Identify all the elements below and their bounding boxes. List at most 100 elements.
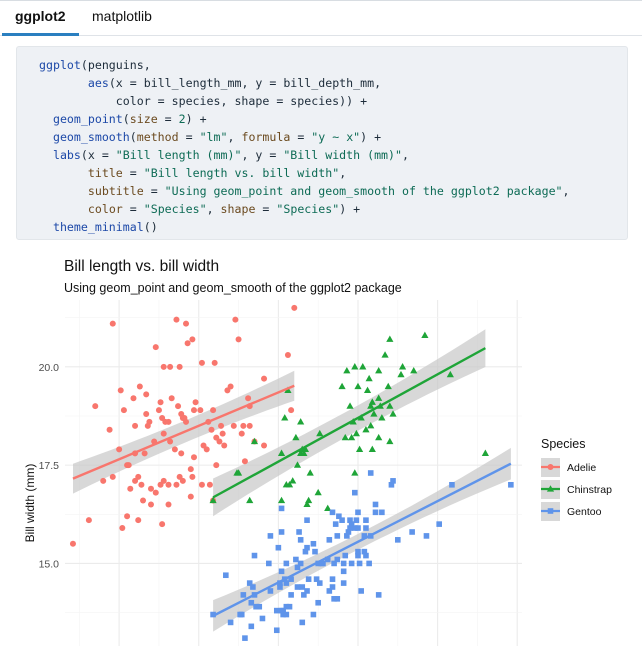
code-token: formula: [241, 130, 291, 144]
data-point-chinstrap: [277, 496, 286, 504]
data-point-gentoo: [293, 556, 299, 563]
data-point-chinstrap: [234, 469, 243, 476]
data-point-chinstrap: [386, 335, 394, 342]
data-point-adelie: [141, 450, 148, 457]
data-point-adelie: [203, 446, 210, 453]
regression-line: [212, 462, 512, 617]
data-point-gentoo: [352, 489, 358, 496]
data-point-adelie: [173, 316, 180, 323]
data-point-gentoo: [379, 509, 385, 516]
chart-container: Bill length vs. bill width Using geom_po…: [0, 250, 642, 646]
code-token: "Bill width (mm)": [283, 148, 402, 162]
data-point-gentoo: [508, 481, 514, 488]
data-point-adelie: [189, 473, 196, 480]
data-point-gentoo: [329, 576, 336, 582]
data-point-adelie: [211, 359, 218, 366]
data-point-gentoo: [409, 529, 415, 535]
data-point-adelie: [190, 454, 197, 461]
data-point-gentoo: [375, 592, 382, 598]
data-point-adelie: [227, 383, 234, 390]
data-point-chinstrap: [306, 469, 314, 476]
data-point-gentoo: [312, 548, 318, 555]
data-point-adelie: [218, 422, 225, 429]
data-point-chinstrap: [281, 414, 289, 421]
data-point-adelie: [245, 395, 252, 402]
tab-ggplot2[interactable]: ggplot2: [2, 1, 79, 36]
regression-line: [72, 384, 295, 480]
data-point-adelie: [208, 426, 215, 433]
data-point-gentoo: [347, 525, 353, 531]
data-point-adelie: [221, 442, 228, 449]
data-point-gentoo: [299, 619, 306, 626]
data-point-chinstrap: [384, 382, 392, 390]
data-point-adelie: [165, 481, 172, 488]
data-point-adelie: [238, 430, 245, 437]
data-point-gentoo: [329, 584, 336, 590]
data-point-gentoo: [342, 552, 349, 559]
code-token: method: [136, 130, 179, 144]
data-point-gentoo: [296, 529, 302, 535]
data-point-adelie: [178, 450, 185, 457]
data-point-chinstrap: [362, 425, 370, 433]
data-point-gentoo: [286, 603, 293, 610]
data-point-gentoo: [310, 611, 317, 618]
data-point-adelie: [206, 481, 213, 488]
data-point-gentoo: [390, 478, 396, 484]
axis-labels: 15.0 17.5 20.0 Bill width (mm): [23, 362, 59, 571]
data-point-adelie: [155, 407, 162, 414]
data-point-gentoo: [278, 568, 285, 575]
code-token: geom_point: [52, 112, 123, 126]
data-point-adelie: [176, 363, 183, 370]
data-point-gentoo: [273, 627, 280, 634]
code-token: aes: [87, 76, 109, 90]
data-point-adelie: [187, 493, 194, 500]
data-point-gentoo: [388, 481, 395, 488]
data-point-gentoo: [267, 588, 274, 594]
data-point-adelie: [219, 430, 226, 437]
data-point-adelie: [69, 540, 76, 547]
data-point-adelie: [235, 336, 242, 343]
data-point-chinstrap: [359, 363, 367, 370]
data-point-gentoo: [288, 592, 294, 598]
data-point-chinstrap: [284, 386, 292, 394]
y-tick-label: 20.0: [39, 362, 60, 374]
data-point-gentoo: [242, 635, 248, 641]
code-token: color: [87, 202, 123, 216]
data-point-gentoo: [372, 501, 379, 508]
data-point-chinstrap: [389, 410, 397, 417]
code-token: geom_smooth: [52, 130, 130, 144]
data-point-gentoo: [299, 584, 306, 590]
data-point-gentoo: [339, 517, 345, 523]
data-point-gentoo: [449, 481, 455, 488]
data-point-chinstrap: [375, 366, 383, 374]
top-border: [0, 0, 642, 1]
data-point-adelie: [175, 403, 182, 410]
code-token: "Bill length (mm)": [115, 148, 242, 162]
data-point-adelie: [106, 426, 113, 433]
data-point-gentoo: [248, 623, 255, 630]
data-point-adelie: [160, 477, 167, 484]
data-point-adelie: [132, 422, 139, 429]
data-point-gentoo: [334, 596, 341, 602]
data-point-chinstrap: [365, 374, 373, 382]
data-point-gentoo: [340, 568, 347, 575]
data-point-adelie: [143, 411, 150, 418]
data-point-chinstrap: [324, 504, 332, 511]
regression-lines: [72, 347, 512, 617]
data-point-chinstrap: [351, 469, 359, 476]
data-point-adelie: [241, 458, 248, 465]
data-point-gentoo: [331, 596, 337, 602]
data-point-adelie: [147, 485, 154, 492]
data-point-gentoo: [304, 588, 310, 594]
data-point-adelie: [165, 418, 172, 425]
data-point-adelie: [213, 462, 220, 469]
data-point-adelie: [190, 407, 197, 414]
data-point-adelie: [171, 446, 178, 453]
legend-label: Gentoo: [567, 506, 602, 518]
data-point-gentoo: [324, 556, 331, 563]
code-token: 2: [178, 112, 186, 126]
data-point-adelie: [138, 481, 145, 488]
tab-matplotlib[interactable]: matplotlib: [92, 8, 152, 24]
code-token: title: [87, 166, 123, 180]
data-point-gentoo: [297, 537, 304, 543]
